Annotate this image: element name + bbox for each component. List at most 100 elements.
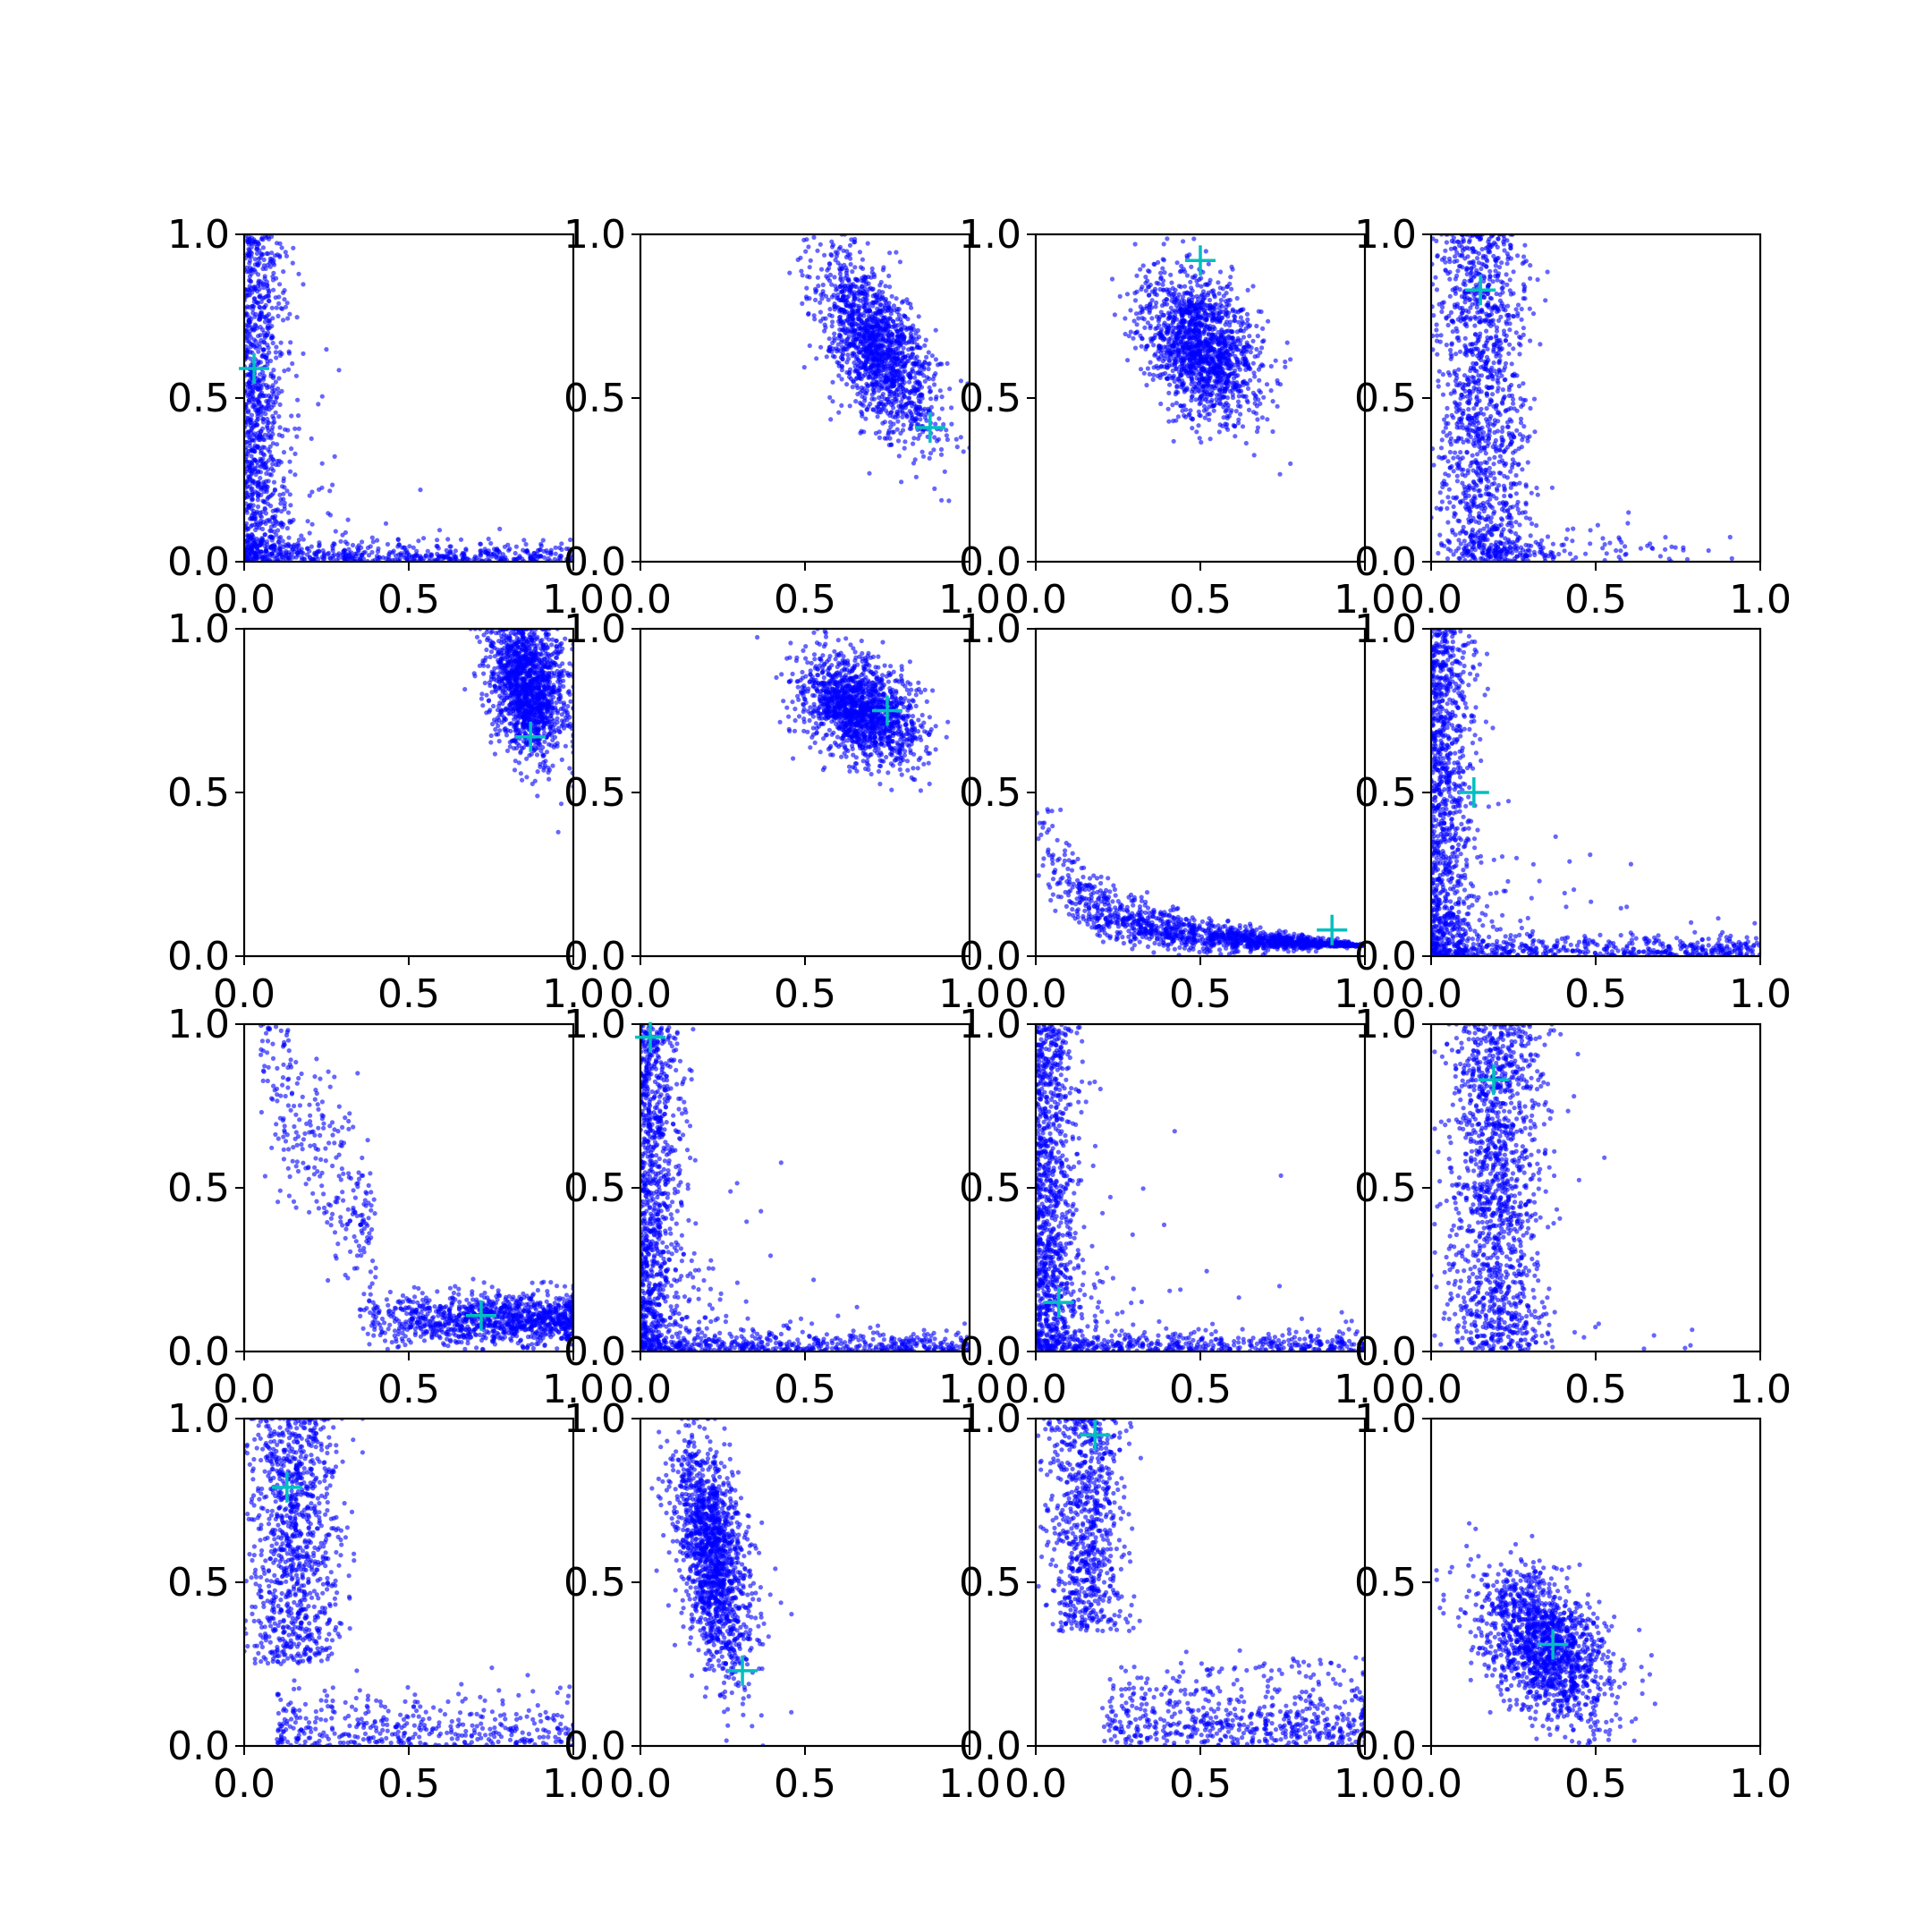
scatter-point — [945, 360, 950, 366]
scatter-points — [1431, 234, 1734, 562]
scatter-point — [1222, 394, 1227, 400]
scatter-point — [386, 556, 391, 562]
scatter-point — [1182, 345, 1187, 351]
scatter-point — [1147, 371, 1152, 377]
scatter-point — [253, 472, 258, 478]
scatter-point — [863, 416, 869, 421]
scatter-point — [274, 532, 279, 538]
scatter-point — [850, 269, 855, 275]
scatter-point — [287, 518, 292, 524]
scatter-point — [887, 419, 894, 425]
scatter-point — [250, 515, 255, 521]
scatter-point — [1167, 382, 1173, 387]
scatter-point — [246, 318, 251, 324]
scatter-point — [833, 250, 839, 255]
scatter-point — [540, 538, 546, 543]
scatter-point — [270, 340, 275, 346]
scatter-point — [936, 416, 942, 421]
scatter-point — [922, 415, 928, 420]
scatter-point — [266, 501, 271, 506]
scatter-point — [448, 548, 453, 555]
scatter-point — [857, 317, 862, 322]
scatter-point — [1230, 267, 1235, 272]
scatter-point — [264, 542, 270, 547]
scatter-point — [1436, 369, 1442, 374]
scatter-point — [911, 401, 917, 406]
scatter-point — [1245, 317, 1250, 322]
scatter-point — [1251, 453, 1257, 458]
scatter-point — [253, 555, 258, 561]
scatter-point — [260, 369, 266, 375]
scatter-point — [916, 314, 921, 319]
scatter-point — [266, 234, 271, 240]
scatter-point — [1245, 287, 1250, 292]
scatter-point — [1166, 292, 1172, 297]
scatter-point — [436, 546, 441, 551]
scatter-point — [835, 295, 840, 301]
scatter-point — [244, 440, 249, 445]
scatter-point — [1189, 285, 1194, 291]
scatter-point — [891, 303, 897, 309]
scatter-panel-r1-c2: 0.0 0.5 1.00.00.51.0 — [564, 212, 1001, 623]
scatter-point — [1209, 310, 1215, 316]
scatter-point — [258, 437, 263, 443]
scatter-point — [317, 544, 322, 549]
scatter-point — [876, 410, 882, 415]
scatter-point — [925, 375, 930, 380]
scatter-point — [252, 420, 258, 426]
scatter-point — [1240, 424, 1246, 429]
scatter-point — [267, 494, 273, 499]
y-tick-label: 0.5 — [564, 376, 626, 421]
scatter-point — [816, 284, 821, 289]
scatter-point — [261, 539, 267, 545]
scatter-point — [1252, 374, 1258, 379]
scatter-point — [261, 489, 267, 495]
scatter-point — [1196, 409, 1201, 414]
scatter-point — [1625, 521, 1631, 526]
scatter-point — [924, 354, 929, 360]
scatter-point — [553, 551, 558, 556]
scatter-point — [345, 556, 351, 562]
scatter-point — [864, 388, 870, 394]
scatter-point — [801, 365, 807, 370]
scatter-point — [1233, 368, 1238, 373]
scatter-point — [927, 455, 932, 461]
scatter-point — [1283, 359, 1288, 365]
scatter-point — [845, 352, 851, 358]
scatter-point — [882, 309, 887, 314]
scatter-point — [276, 458, 282, 463]
scatter-point — [1507, 342, 1513, 347]
scatter-point — [261, 305, 267, 310]
scatter-point — [269, 535, 275, 540]
scatter-point — [386, 552, 392, 557]
scatter-point — [919, 411, 925, 418]
scatter-point — [271, 374, 276, 379]
scatter-point — [833, 284, 838, 289]
scatter-point — [369, 549, 375, 555]
scatter-point — [250, 491, 256, 497]
scatter-point — [1196, 423, 1201, 428]
scatter-point — [1214, 319, 1220, 325]
scatter-point — [830, 353, 836, 359]
scatter-point — [391, 548, 396, 554]
scatter-point — [286, 351, 292, 356]
scatter-point — [295, 397, 301, 402]
scatter-point — [918, 406, 923, 411]
scatter-point — [836, 373, 842, 378]
scatter-point — [1201, 309, 1207, 314]
scatter-point — [844, 382, 850, 387]
scatter-point — [876, 350, 881, 355]
scatter-point — [1501, 242, 1506, 247]
scatter-point — [911, 384, 916, 390]
scatter-point — [1162, 270, 1167, 275]
scatter-point — [1217, 269, 1224, 275]
scatter-point — [947, 386, 953, 392]
scatter-point — [259, 390, 265, 395]
scatter-point — [1170, 332, 1175, 337]
scatter-point — [933, 421, 938, 427]
scatter-point — [1166, 287, 1172, 292]
scatter-point — [401, 545, 406, 550]
scatter-point — [900, 386, 905, 391]
scatter-point — [1162, 356, 1167, 361]
scatter-point — [1218, 395, 1224, 402]
